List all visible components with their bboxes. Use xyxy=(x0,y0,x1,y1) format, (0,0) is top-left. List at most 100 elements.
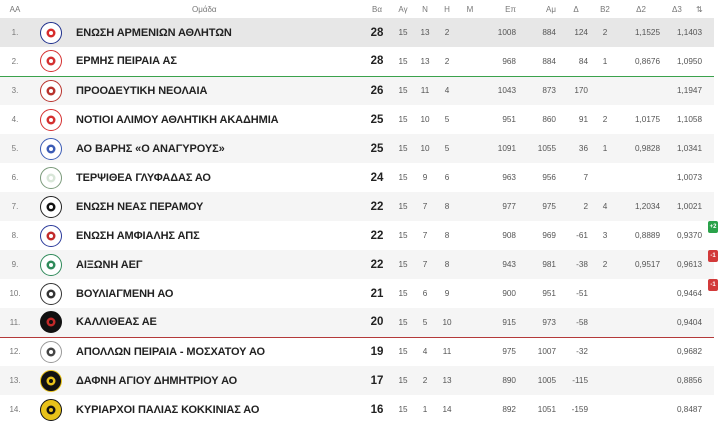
goals-against-cell-value: 1055 xyxy=(537,144,556,153)
d3-cell-value: 0,9464 xyxy=(676,289,702,298)
col-header-played[interactable]: Αγ xyxy=(392,0,414,18)
goals-for-cell: 968 xyxy=(482,47,520,77)
team-name[interactable]: ΕΡΜΗΣ ΠΕΙΡΑΙΑ ΑΣ xyxy=(72,47,362,77)
goals-against-cell: 873 xyxy=(520,76,560,105)
played-cell: 15 xyxy=(392,221,414,250)
diff-cell-value: -61 xyxy=(576,231,588,240)
team-name[interactable]: ΒΟΥΛΙΑΓΜΕΝΗ ΑΟ xyxy=(72,279,362,308)
goals-against-cell-value: 860 xyxy=(542,115,556,124)
goals-against-cell: 1051 xyxy=(520,395,560,424)
b2-cell: 2 xyxy=(592,18,618,47)
col-header-losses[interactable]: Μ xyxy=(458,0,482,18)
wins-cell: 9 xyxy=(414,163,436,192)
points-cell-value: 28 xyxy=(370,26,384,39)
draws-cell-value: 9 xyxy=(444,289,450,298)
team-name[interactable]: ΚΥΡΙΑΡΧΟΙ ΠΑΛΙΑΣ ΚΟΚΚΙΝΙΑΣ ΑΟ xyxy=(72,395,362,424)
goals-against-cell-value: 973 xyxy=(542,317,556,327)
team-name[interactable]: ΕΝΩΣΗ ΑΜΦΙΑΛΗΣ ΑΠΣ xyxy=(72,221,362,250)
b2-cell: 2 xyxy=(592,105,618,134)
draws-cell-value: 6 xyxy=(444,173,450,182)
draws-cell-value: 8 xyxy=(444,202,450,211)
table-row[interactable]: 12. ΑΠΟΛΛΩΝ ΠΕΙΡΑΙΑ - ΜΟΣΧΑΤΟΥ ΑΟ 19 15 4 11 9… xyxy=(0,337,714,366)
table-row[interactable]: 13. ΔΑΦΝΗ ΑΓΙΟΥ ΔΗΜΗΤΡΙΟΥ ΑΟ 17 15 2 13 890 100… xyxy=(0,366,714,395)
col-header-team[interactable]: Ομάδα xyxy=(72,0,362,18)
table-row[interactable]: 10. ΒΟΥΛΙΑΓΜΕΝΗ ΑΟ 21 15 6 9 900 951 -51 0,9464 -1 xyxy=(0,279,718,308)
col-header-b2[interactable]: Β2 xyxy=(592,0,618,18)
d2-cell-value: 0,9517 xyxy=(634,260,660,269)
wins-cell: 1 xyxy=(414,395,436,424)
b2-cell: 4 xyxy=(592,192,618,221)
losses-cell xyxy=(458,221,482,250)
played-cell: 15 xyxy=(392,279,414,308)
goals-against-cell-value: 873 xyxy=(542,86,556,96)
diff-cell: -159 xyxy=(560,395,592,424)
d2-cell: 0,8676 xyxy=(618,47,664,77)
d3-cell-value: 1,0021 xyxy=(676,202,702,211)
diff-cell-value: -58 xyxy=(576,317,588,327)
points-cell-value: 22 xyxy=(370,229,384,242)
diff-cell-value: -32 xyxy=(576,347,588,357)
draws-cell: 14 xyxy=(436,395,458,424)
col-header-pts[interactable]: Βα xyxy=(362,0,392,18)
pos-cell-value: 12. xyxy=(9,347,21,357)
pos-cell-value: 3. xyxy=(11,86,19,96)
col-header-pos[interactable]: AA xyxy=(0,0,30,18)
goals-against-cell: 956 xyxy=(520,163,560,192)
points-cell: 26 xyxy=(362,76,392,105)
points-cell-value: 28 xyxy=(370,55,384,68)
col-header-diff[interactable]: Δ xyxy=(560,0,592,18)
wins-cell-value: 5 xyxy=(422,317,428,327)
team-name-value: ΚΥΡΙΑΡΧΟΙ ΠΑΛΙΑΣ ΚΟΚΚΙΝΙΑΣ ΑΟ xyxy=(76,403,260,416)
team-name[interactable]: ΑΙΞΩΝΗ ΑΕΓ xyxy=(72,250,362,279)
table-row[interactable]: 11. ΚΑΛΛΙΘΕΑΣ ΑΕ 20 15 5 10 915 973 -58 0,9404 xyxy=(0,308,714,338)
goals-for-cell-value: 977 xyxy=(502,202,516,211)
col-header-draws[interactable]: Η xyxy=(436,0,458,18)
table-row[interactable]: 3. ΠΡΟΟΔΕΥΤΙΚΗ ΝΕΟΛΑΙΑ 26 15 11 4 1043 873 170 1,… xyxy=(0,76,714,105)
team-name[interactable]: ΔΑΦΝΗ ΑΓΙΟΥ ΔΗΜΗΤΡΙΟΥ ΑΟ xyxy=(72,366,362,395)
table-row[interactable]: 5. ΑΟ ΒΑΡΗΣ «Ο ΑΝΑΓΥΡΟΥΣ» 25 15 10 5 1091 1055 3… xyxy=(0,134,714,163)
goals-against-cell-value: 884 xyxy=(542,28,556,37)
table-row[interactable]: 7. ΕΝΩΣΗ ΝΕΑΣ ΠΕΡΑΜΟΥ 22 15 7 8 977 975 2 4 1,2034… xyxy=(0,192,714,221)
col-header-d2[interactable]: Δ2 xyxy=(618,0,664,18)
team-name[interactable]: ΑΟ ΒΑΡΗΣ «Ο ΑΝΑΓΥΡΟΥΣ» xyxy=(72,134,362,163)
diff-cell: -51 xyxy=(560,279,592,308)
team-name[interactable]: ΚΑΛΛΙΘΕΑΣ ΑΕ xyxy=(72,308,362,338)
b2-cell xyxy=(592,395,618,424)
d3-cell: 1,0073 xyxy=(664,163,714,192)
diff-cell: 170 xyxy=(560,76,592,105)
table-row[interactable]: 9. ΑΙΞΩΝΗ ΑΕΓ 22 15 7 8 943 981 -38 2 0,9517 0,9613… xyxy=(0,250,718,279)
b2-cell xyxy=(592,163,618,192)
table-row[interactable]: 4. ΝΟΤΙΟΙ ΑΛΙΜΟΥ ΑΘΛΗΤΙΚΗ ΑΚΑΔΗΜΙΑ 25 15 10 5… xyxy=(0,105,714,134)
col-header-ga[interactable]: Αμ xyxy=(520,0,560,18)
goals-against-cell: 1005 xyxy=(520,366,560,395)
table-row[interactable]: 8. ΕΝΩΣΗ ΑΜΦΙΑΛΗΣ ΑΠΣ 22 15 7 8 908 969 -61 3 0,88… xyxy=(0,221,718,250)
col-header-gf[interactable]: Επ xyxy=(482,0,520,18)
col-header-d3[interactable]: Δ3 ⇅ xyxy=(664,0,714,18)
col-header-wins[interactable]: Ν xyxy=(414,0,436,18)
played-cell: 15 xyxy=(392,18,414,47)
table-row[interactable]: 1. ΕΝΩΣΗ ΑΡΜΕΝΙΩΝ ΑΘΛΗΤΩΝ 28 15 13 2 1008 884 12… xyxy=(0,18,714,47)
sort-icon[interactable]: ⇅ xyxy=(696,4,703,14)
table-row[interactable]: 6. ΤΕΡΨΙΘΕΑ ΓΛΥΦΑΔΑΣ ΑΟ 24 15 9 6 963 956 7 1,007… xyxy=(0,163,714,192)
draws-cell-value: 8 xyxy=(444,260,450,269)
diff-cell: 7 xyxy=(560,163,592,192)
pos-cell: 8. xyxy=(0,221,30,250)
b2-cell xyxy=(592,308,618,338)
draws-cell: 8 xyxy=(436,192,458,221)
team-name[interactable]: ΕΝΩΣΗ ΑΡΜΕΝΙΩΝ ΑΘΛΗΤΩΝ xyxy=(72,18,362,47)
goals-against-cell-value: 981 xyxy=(542,260,556,269)
team-name[interactable]: ΤΕΡΨΙΘΕΑ ΓΛΥΦΑΔΑΣ ΑΟ xyxy=(72,163,362,192)
d3-cell: 0,9682 xyxy=(664,337,714,366)
team-name[interactable]: ΑΠΟΛΛΩΝ ΠΕΙΡΑΙΑ - ΜΟΣΧΑΤΟΥ ΑΟ xyxy=(72,337,362,366)
table-row[interactable]: 2. ΕΡΜΗΣ ΠΕΙΡΑΙΑ ΑΣ 28 15 13 2 968 884 84 1 0,8676… xyxy=(0,47,714,77)
losses-cell xyxy=(458,308,482,338)
team-name[interactable]: ΕΝΩΣΗ ΝΕΑΣ ΠΕΡΑΜΟΥ xyxy=(72,192,362,221)
wins-cell: 7 xyxy=(414,221,436,250)
team-name[interactable]: ΠΡΟΟΔΕΥΤΙΚΗ ΝΕΟΛΑΙΑ xyxy=(72,76,362,105)
d3-cell-value: 1,1947 xyxy=(676,86,702,96)
played-cell-value: 15 xyxy=(398,173,408,182)
team-name[interactable]: ΝΟΤΙΟΙ ΑΛΙΜΟΥ ΑΘΛΗΤΙΚΗ ΑΚΑΔΗΜΙΑ xyxy=(72,105,362,134)
d3-cell-value: 1,1058 xyxy=(676,115,702,124)
losses-cell xyxy=(458,337,482,366)
table-row[interactable]: 14. ΚΥΡΙΑΡΧΟΙ ΠΑΛΙΑΣ ΚΟΚΚΙΝΙΑΣ ΑΟ 16 15 1 14 8… xyxy=(0,395,714,424)
